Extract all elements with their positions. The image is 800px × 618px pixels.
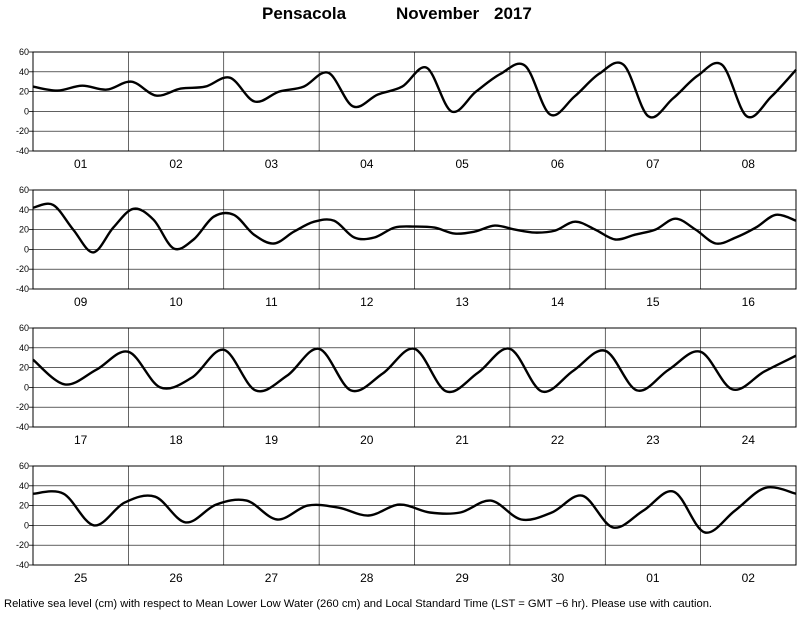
y-tick-label: 0 xyxy=(24,382,29,392)
day-label: 12 xyxy=(360,295,374,309)
y-tick-label: -20 xyxy=(16,540,29,550)
y-tick-label: 40 xyxy=(19,205,29,215)
day-label: 20 xyxy=(360,433,374,447)
day-label: 03 xyxy=(265,157,279,171)
month-name: November xyxy=(396,4,480,23)
day-label: 25 xyxy=(74,571,88,585)
plot-frame xyxy=(32,51,797,152)
day-label: 01 xyxy=(646,571,660,585)
sea-level-line xyxy=(32,347,797,394)
day-label: 15 xyxy=(646,295,660,309)
plot-frame xyxy=(32,327,797,428)
sea-level-line xyxy=(32,61,797,119)
y-tick-label: -20 xyxy=(16,402,29,412)
day-label: 11 xyxy=(265,295,278,309)
y-tick-label: 40 xyxy=(19,481,29,491)
day-label: 16 xyxy=(742,295,756,309)
day-label: 06 xyxy=(551,157,565,171)
y-tick-label: 20 xyxy=(19,225,29,235)
y-tick-label: 0 xyxy=(24,244,29,254)
day-label: 02 xyxy=(742,571,756,585)
y-tick-label: -20 xyxy=(16,264,29,274)
y-tick-label: -40 xyxy=(16,560,29,570)
y-tick-label: 40 xyxy=(19,343,29,353)
day-label: 28 xyxy=(360,571,374,585)
plot-frame xyxy=(32,189,797,290)
y-tick-label: 20 xyxy=(19,87,29,97)
day-label: 07 xyxy=(646,157,660,171)
y-tick-label: 20 xyxy=(19,501,29,511)
day-label: 26 xyxy=(169,571,183,585)
year: 2017 xyxy=(494,4,532,23)
y-tick-label: 60 xyxy=(19,185,29,195)
day-label: 04 xyxy=(360,157,374,171)
day-label: 13 xyxy=(456,295,470,309)
station-name: Pensacola xyxy=(262,4,347,23)
y-tick-label: 60 xyxy=(19,461,29,471)
y-tick-label: -20 xyxy=(16,126,29,136)
day-label: 09 xyxy=(74,295,88,309)
day-label: 24 xyxy=(742,433,756,447)
day-label: 30 xyxy=(551,571,565,585)
y-tick-label: -40 xyxy=(16,146,29,156)
y-tick-label: -40 xyxy=(16,422,29,432)
y-tick-label: 20 xyxy=(19,363,29,373)
chart-title: Pensacola November 2017 xyxy=(0,4,800,28)
day-label: 10 xyxy=(169,295,183,309)
y-tick-label: -40 xyxy=(16,284,29,294)
y-tick-label: 60 xyxy=(19,47,29,57)
day-label: 27 xyxy=(265,571,279,585)
day-label: 18 xyxy=(169,433,183,447)
day-label: 19 xyxy=(265,433,279,447)
day-label: 08 xyxy=(742,157,756,171)
y-tick-label: 40 xyxy=(19,67,29,77)
day-label: 05 xyxy=(456,157,470,171)
day-label: 29 xyxy=(456,571,470,585)
day-label: 02 xyxy=(169,157,183,171)
y-tick-label: 60 xyxy=(19,323,29,333)
day-label: 01 xyxy=(74,157,88,171)
plot-frame xyxy=(32,465,797,566)
sea-level-line xyxy=(32,486,797,534)
footnote: Relative sea level (cm) with respect to … xyxy=(4,598,713,610)
y-tick-label: 0 xyxy=(24,106,29,116)
sea-level-line xyxy=(32,202,797,254)
day-label: 21 xyxy=(456,433,470,447)
y-tick-label: 0 xyxy=(24,520,29,530)
day-label: 17 xyxy=(74,433,88,447)
day-label: 22 xyxy=(551,433,565,447)
day-label: 14 xyxy=(551,295,565,309)
day-label: 23 xyxy=(646,433,660,447)
